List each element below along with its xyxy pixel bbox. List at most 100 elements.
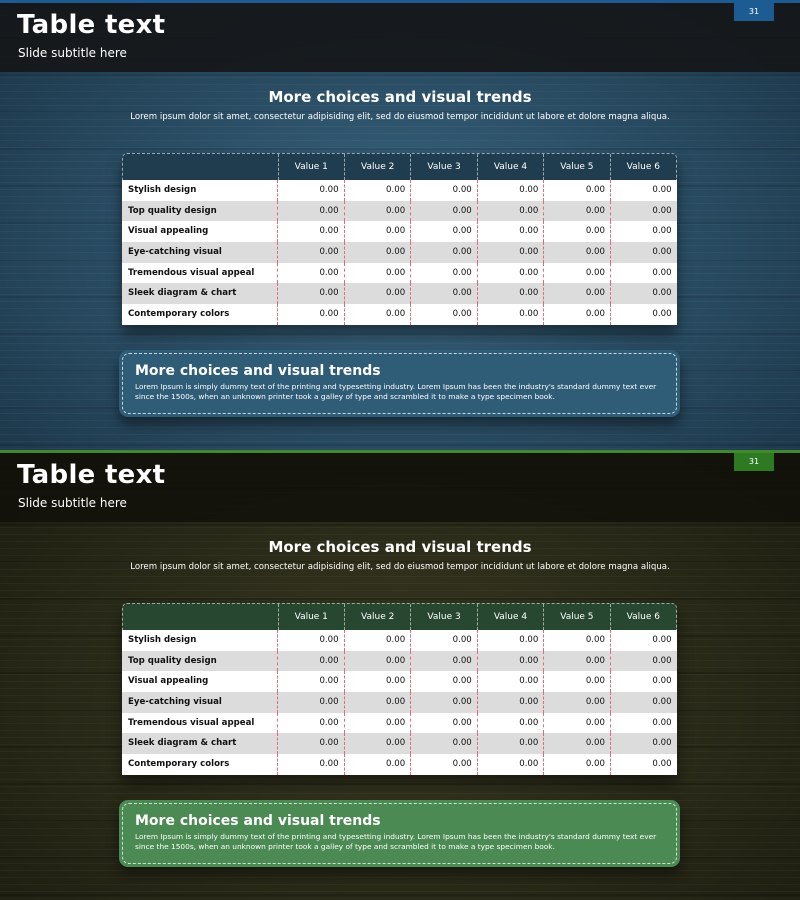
table-cell: 0.00 bbox=[277, 650, 344, 672]
table-cell: 0.00 bbox=[609, 692, 677, 713]
data-table: Value 1 Value 2 Value 3 Value 4 Value 5 … bbox=[122, 603, 677, 775]
table-cell: 0.00 bbox=[277, 283, 344, 305]
table-cell: 0.00 bbox=[609, 754, 677, 775]
table-cell: 0.00 bbox=[277, 180, 344, 201]
table-cell: 0.00 bbox=[277, 242, 344, 263]
row-label: Eye-catching visual bbox=[128, 247, 222, 258]
column-header: Value 1 bbox=[277, 154, 344, 180]
table-row: Stylish design 0.00 0.00 0.00 0.00 0.00 0.00 bbox=[122, 630, 677, 651]
table-row: Contemporary colors 0.00 0.00 0.00 0.00 0.00 0… bbox=[122, 304, 677, 325]
info-box-title: More choices and visual trends bbox=[135, 363, 381, 379]
table-cell: 0.00 bbox=[343, 262, 411, 284]
slide-subtitle: Slide subtitle here bbox=[18, 46, 127, 60]
section-description: Lorem ipsum dolor sit amet, consectetur … bbox=[130, 562, 670, 572]
table-cell: 0.00 bbox=[343, 671, 411, 693]
table-row: Tremendous visual appeal 0.00 0.00 0.00 0.00… bbox=[122, 262, 677, 284]
table-cell: 0.00 bbox=[343, 180, 411, 201]
table-cell: 0.00 bbox=[410, 712, 477, 734]
table-cell: 0.00 bbox=[543, 733, 610, 755]
table-cell: 0.00 bbox=[476, 733, 544, 755]
table-cell: 0.00 bbox=[476, 262, 544, 284]
table-cell: 0.00 bbox=[609, 733, 677, 755]
table-cell: 0.00 bbox=[277, 262, 344, 284]
title-bar bbox=[0, 450, 800, 522]
table-cell: 0.00 bbox=[543, 754, 610, 775]
table-cell: 0.00 bbox=[410, 242, 477, 263]
table-cell: 0.00 bbox=[476, 283, 544, 305]
table-cell: 0.00 bbox=[476, 692, 544, 713]
table-body: Stylish design 0.00 0.00 0.00 0.00 0.00 0.00 To… bbox=[122, 180, 677, 325]
table-cell: 0.00 bbox=[476, 180, 544, 201]
table-cell: 0.00 bbox=[410, 262, 477, 284]
table-row: Stylish design 0.00 0.00 0.00 0.00 0.00 0.00 bbox=[122, 180, 677, 201]
table-cell: 0.00 bbox=[343, 200, 411, 222]
table-cell: 0.00 bbox=[609, 221, 677, 243]
table-cell: 0.00 bbox=[343, 733, 411, 755]
table-cell: 0.00 bbox=[277, 671, 344, 693]
table-cell: 0.00 bbox=[543, 712, 610, 734]
page-number-badge: 31 bbox=[734, 3, 774, 21]
column-header: Value 6 bbox=[609, 604, 676, 630]
row-label: Tremendous visual appeal bbox=[128, 267, 255, 278]
table-cell: 0.00 bbox=[609, 650, 677, 672]
table-cell: 0.00 bbox=[343, 242, 411, 263]
column-header: Value 3 bbox=[410, 604, 476, 630]
table-cell: 0.00 bbox=[343, 712, 411, 734]
table-row: Top quality design 0.00 0.00 0.00 0.00 0.00 0.… bbox=[122, 650, 677, 672]
table-cell: 0.00 bbox=[543, 304, 610, 325]
column-header: Value 5 bbox=[543, 604, 609, 630]
table-cell: 0.00 bbox=[476, 650, 544, 672]
table-row: Sleek diagram & chart 0.00 0.00 0.00 0.00 0.0… bbox=[122, 283, 677, 305]
table-cell: 0.00 bbox=[277, 630, 344, 651]
info-box-inner: More choices and visual trends Lorem Ips… bbox=[122, 803, 677, 864]
table-cell: 0.00 bbox=[476, 630, 544, 651]
row-label: Top quality design bbox=[128, 205, 217, 216]
table-cell: 0.00 bbox=[609, 242, 677, 263]
table-cell: 0.00 bbox=[277, 733, 344, 755]
table-cell: 0.00 bbox=[543, 242, 610, 263]
table-cell: 0.00 bbox=[410, 200, 477, 222]
table-cell: 0.00 bbox=[410, 671, 477, 693]
accent-line bbox=[0, 0, 800, 3]
slide-title: Table text bbox=[17, 10, 166, 40]
section-description: Lorem ipsum dolor sit amet, consectetur … bbox=[130, 112, 670, 122]
table-cell: 0.00 bbox=[476, 712, 544, 734]
table-cell: 0.00 bbox=[609, 630, 677, 651]
section-heading: More choices and visual trends bbox=[268, 88, 532, 106]
table-cell: 0.00 bbox=[609, 200, 677, 222]
table-cell: 0.00 bbox=[277, 712, 344, 734]
row-label: Eye-catching visual bbox=[128, 697, 222, 708]
table-cell: 0.00 bbox=[476, 200, 544, 222]
table-cell: 0.00 bbox=[343, 630, 411, 651]
header-cell-empty bbox=[123, 154, 278, 180]
table-cell: 0.00 bbox=[609, 262, 677, 284]
title-bar bbox=[0, 0, 800, 72]
row-label: Tremendous visual appeal bbox=[128, 717, 255, 728]
table-cell: 0.00 bbox=[277, 221, 344, 243]
page-number-badge: 31 bbox=[734, 453, 774, 471]
table-cell: 0.00 bbox=[476, 304, 544, 325]
table-header: Value 1 Value 2 Value 3 Value 4 Value 5 … bbox=[122, 153, 677, 180]
info-box: More choices and visual trends Lorem Ips… bbox=[119, 350, 680, 417]
table-cell: 0.00 bbox=[343, 754, 411, 775]
table-cell: 0.00 bbox=[476, 221, 544, 243]
column-header: Value 1 bbox=[277, 604, 344, 630]
column-header: Value 5 bbox=[543, 154, 609, 180]
table-cell: 0.00 bbox=[543, 200, 610, 222]
table-cell: 0.00 bbox=[410, 754, 477, 775]
table-cell: 0.00 bbox=[609, 671, 677, 693]
table-cell: 0.00 bbox=[410, 733, 477, 755]
table-row: Eye-catching visual 0.00 0.00 0.00 0.00 0.00 0… bbox=[122, 242, 677, 263]
column-header: Value 3 bbox=[410, 154, 476, 180]
column-header: Value 6 bbox=[609, 154, 676, 180]
table-body: Stylish design 0.00 0.00 0.00 0.00 0.00 0.00 To… bbox=[122, 630, 677, 775]
table-cell: 0.00 bbox=[609, 304, 677, 325]
header-cell-empty bbox=[123, 604, 278, 630]
table-cell: 0.00 bbox=[543, 671, 610, 693]
row-label: Visual appealing bbox=[128, 226, 209, 237]
table-cell: 0.00 bbox=[543, 630, 610, 651]
table-cell: 0.00 bbox=[343, 304, 411, 325]
slide-blue: 31 Table text Slide subtitle here More c… bbox=[0, 0, 800, 450]
table-cell: 0.00 bbox=[476, 671, 544, 693]
table-cell: 0.00 bbox=[410, 304, 477, 325]
